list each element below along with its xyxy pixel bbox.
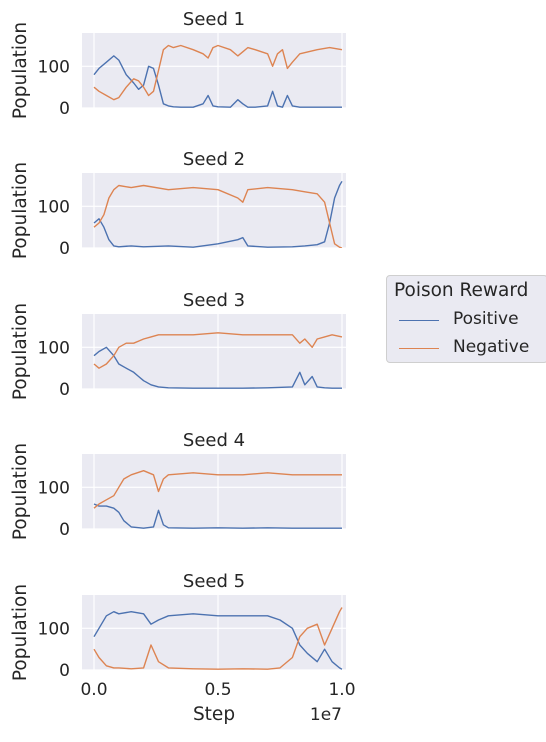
y-tick-label: 100 bbox=[38, 57, 70, 77]
x-tick-label: 1.0 bbox=[328, 680, 355, 700]
panel-3: 0 100 Seed 3 Population bbox=[10, 290, 346, 400]
plot-area bbox=[82, 173, 346, 248]
x-offset-label: 1e7 bbox=[310, 705, 342, 725]
x-tick-label: 0.0 bbox=[80, 680, 107, 700]
plot-area bbox=[82, 454, 346, 529]
series-line-negative bbox=[93, 607, 343, 670]
y-axis-label: Population bbox=[10, 584, 31, 681]
series-line-negative bbox=[93, 470, 342, 509]
y-tick-label: 0 bbox=[59, 661, 70, 681]
panel-title: Seed 4 bbox=[183, 430, 245, 451]
plot-area bbox=[82, 33, 346, 108]
x-axis-label: Step bbox=[193, 704, 235, 725]
y-tick-label: 0 bbox=[59, 380, 70, 400]
y-axis-label: Population bbox=[10, 162, 31, 259]
panel-title: Seed 3 bbox=[183, 290, 245, 311]
y-tick-label: 100 bbox=[38, 619, 70, 639]
panel-4: 0 100 Seed 4 Population bbox=[10, 430, 346, 540]
y-tick-label: 0 bbox=[59, 99, 70, 119]
series-line-negative bbox=[93, 184, 343, 248]
y-axis-label: Population bbox=[10, 22, 31, 119]
series-line-negative bbox=[93, 44, 343, 101]
panel-5: 0 100 Seed 5 Population 0.0 0.5 1.0 Step 1e7 bbox=[10, 571, 356, 725]
legend-swatch-positive bbox=[399, 320, 439, 321]
series-line-negative bbox=[93, 332, 343, 369]
plot-area bbox=[82, 595, 346, 670]
y-axis-label: Population bbox=[10, 443, 31, 540]
series-line-positive bbox=[93, 346, 342, 389]
legend-label-positive: Positive bbox=[453, 309, 519, 329]
panel-title: Seed 5 bbox=[183, 571, 245, 592]
series-line-positive bbox=[93, 611, 343, 670]
series-line-positive bbox=[93, 180, 343, 248]
series-line-positive bbox=[93, 55, 342, 108]
panel-title: Seed 2 bbox=[183, 149, 245, 170]
x-tick-label: 0.5 bbox=[204, 680, 231, 700]
panel-2: 0 100 Seed 2 Population bbox=[10, 149, 346, 259]
panel-1: 0 100 Seed 1 Population bbox=[10, 9, 346, 119]
y-tick-label: 100 bbox=[38, 338, 70, 358]
y-tick-label: 0 bbox=[59, 520, 70, 540]
legend-label-negative: Negative bbox=[453, 337, 530, 357]
legend-swatch-negative bbox=[399, 348, 439, 349]
panel-title: Seed 1 bbox=[183, 9, 245, 30]
plot-area bbox=[82, 314, 346, 389]
y-tick-label: 0 bbox=[59, 239, 70, 259]
y-tick-label: 100 bbox=[38, 478, 70, 498]
y-axis-label: Population bbox=[10, 303, 31, 400]
series-line-positive bbox=[93, 503, 342, 529]
legend: Poison Reward Positive Negative bbox=[386, 275, 546, 363]
y-tick-label: 100 bbox=[38, 197, 70, 217]
legend-title: Poison Reward bbox=[394, 280, 529, 301]
